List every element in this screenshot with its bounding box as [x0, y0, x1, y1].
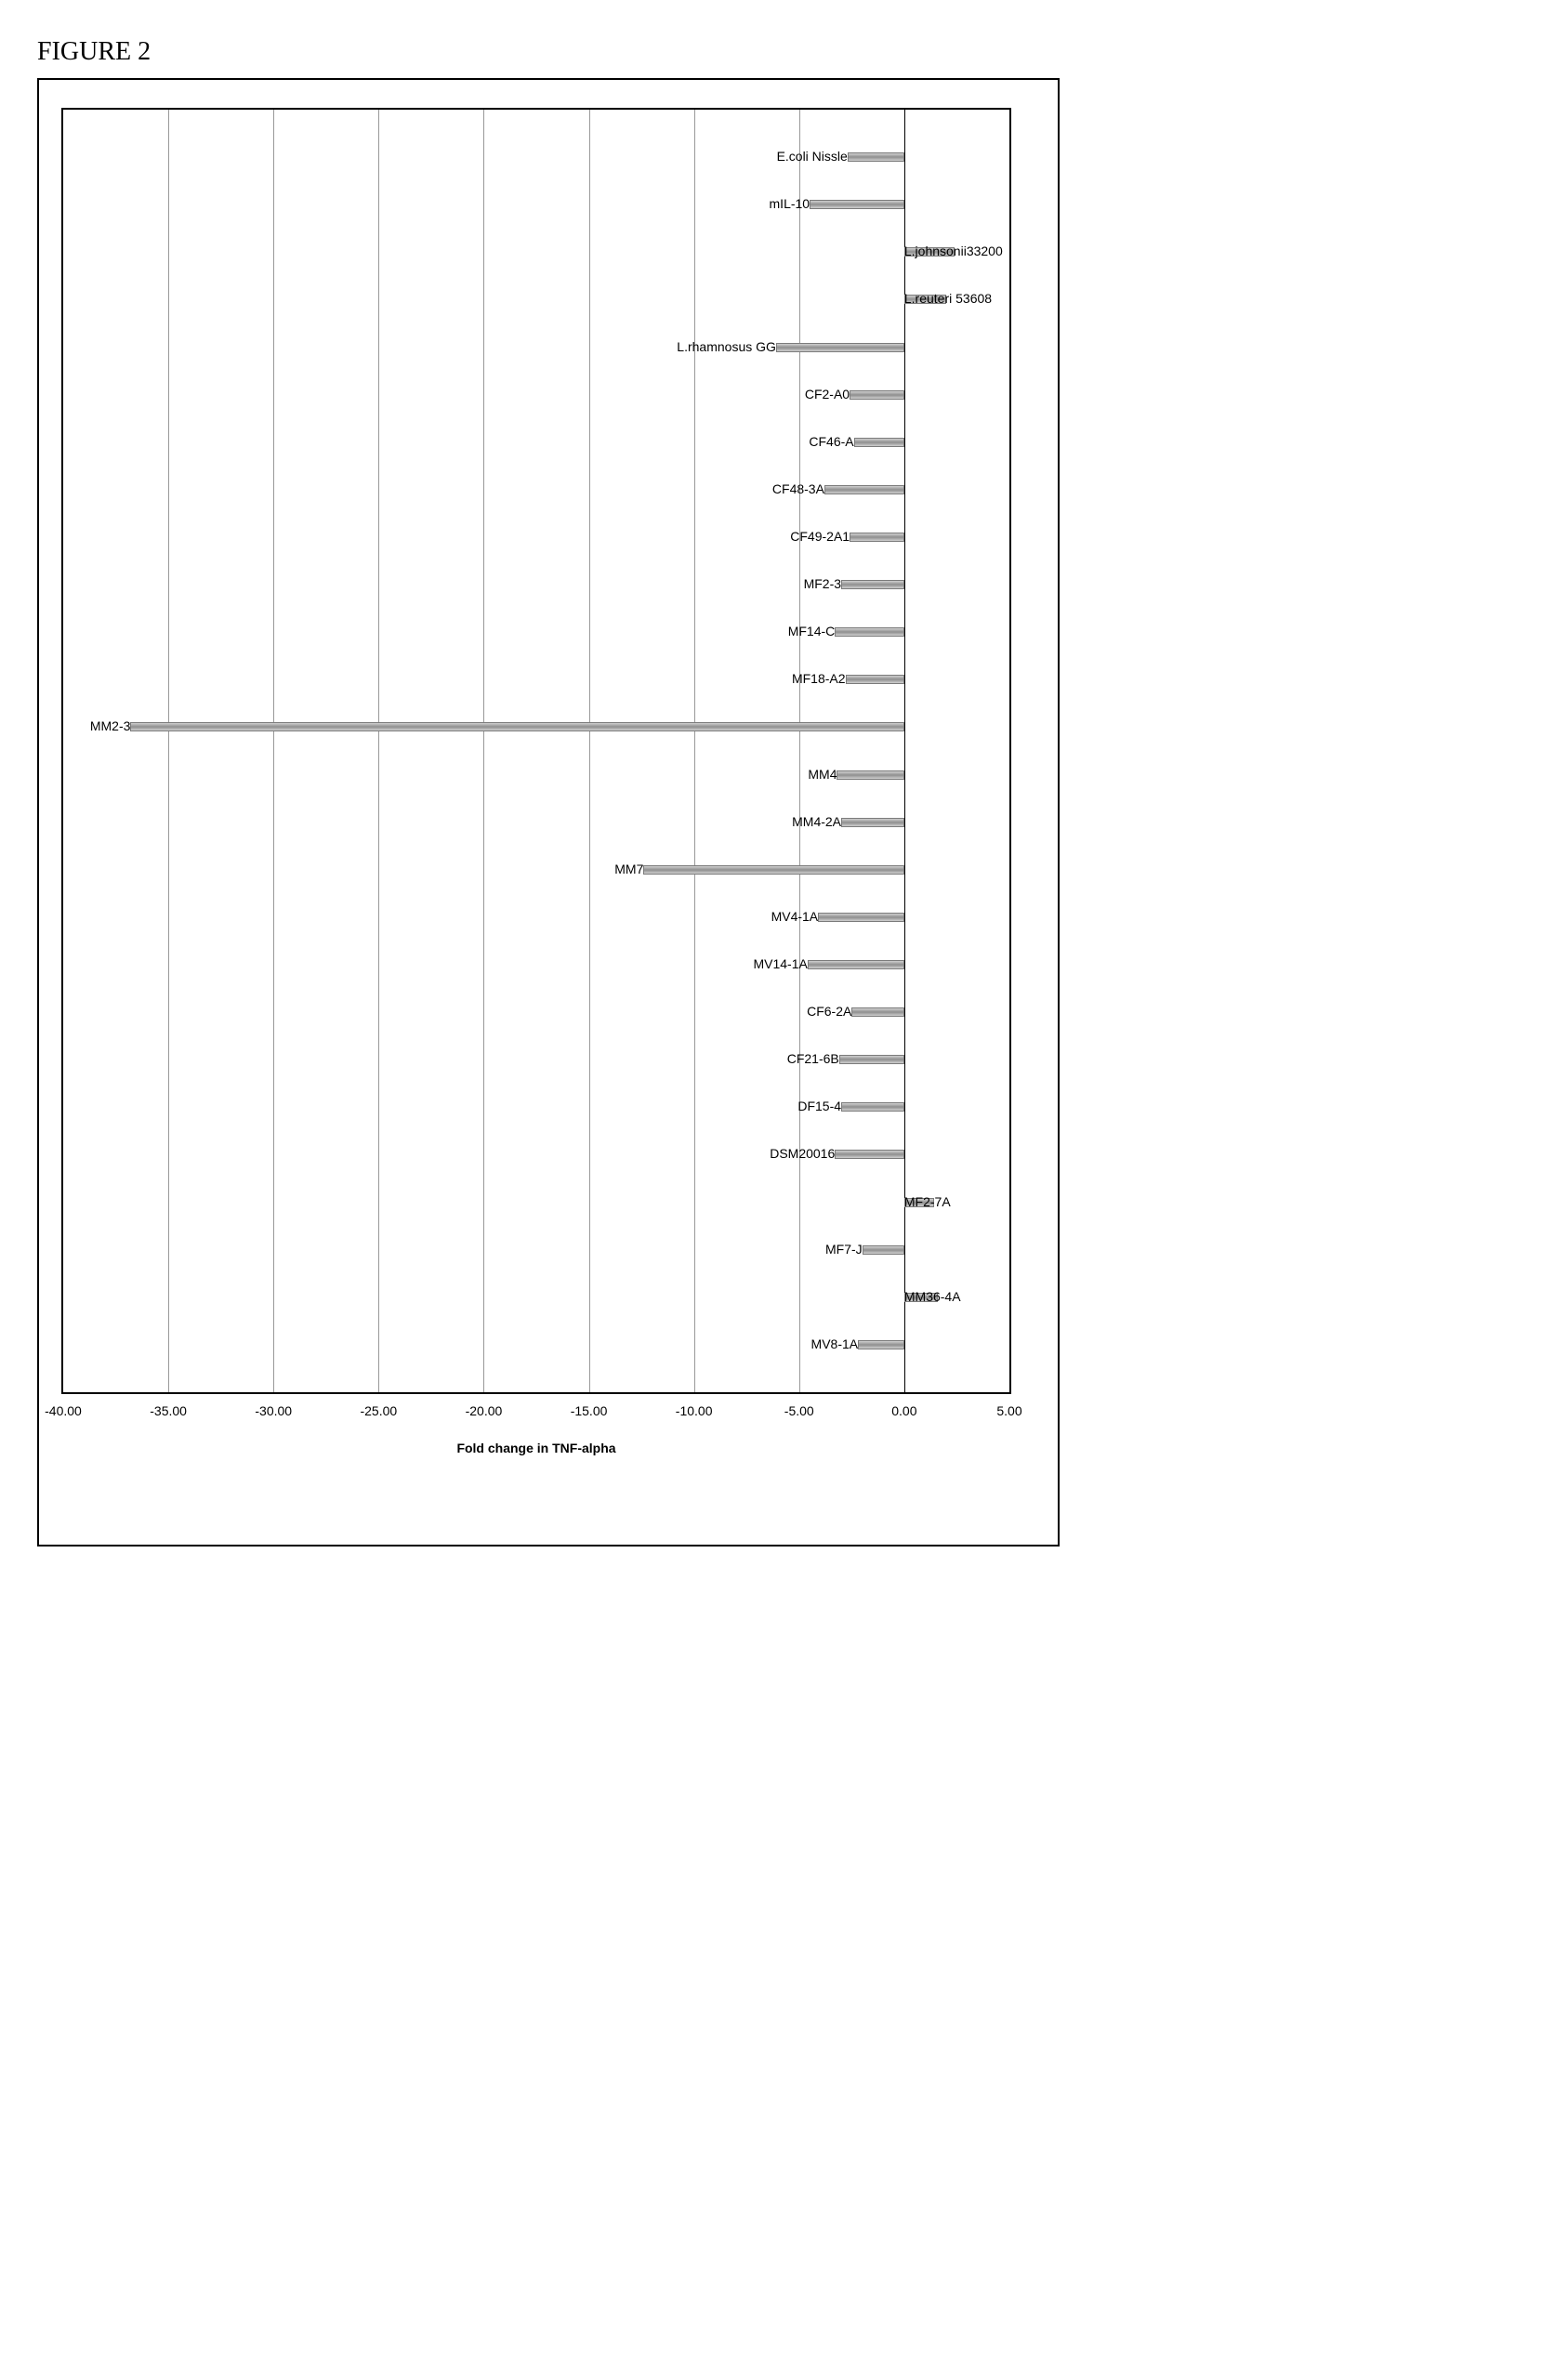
gridline — [694, 110, 695, 1392]
x-axis-label: Fold change in TNF-alpha — [61, 1441, 1011, 1455]
figure-title: FIGURE 2 — [37, 37, 1060, 67]
data-bar-label: DSM20016 — [770, 1147, 835, 1160]
data-bar-label: CF49-2A1 — [790, 530, 850, 543]
x-tick-label: -10.00 — [676, 1403, 713, 1418]
data-bar-label: MM36-4A — [904, 1290, 961, 1303]
gridline — [483, 110, 484, 1392]
gridline — [799, 110, 800, 1392]
data-bar — [810, 200, 904, 209]
data-bar-label: MF2-3 — [804, 577, 841, 590]
data-bar — [851, 1007, 904, 1017]
x-tick-label: -15.00 — [571, 1403, 608, 1418]
gridline — [378, 110, 379, 1392]
data-bar — [841, 1102, 904, 1112]
data-bar — [841, 580, 904, 589]
data-bar — [818, 913, 904, 922]
x-tick-label: -35.00 — [150, 1403, 187, 1418]
data-bar-label: CF2-A0 — [805, 388, 850, 401]
data-bar-label: CF46-A — [809, 435, 853, 448]
figure: FIGURE 2 -40.00 -35.00 -30.00 -25.00 -20.00 -… — [37, 37, 1060, 1547]
x-tick-label: 5.00 — [996, 1403, 1021, 1418]
x-tick-label: -40.00 — [45, 1403, 82, 1418]
data-bar-label: MM2-3 — [90, 719, 131, 732]
chart-panel: -40.00 -35.00 -30.00 -25.00 -20.00 -15.00 -10.… — [37, 78, 1060, 1547]
data-bar-label: MV4-1A — [771, 910, 819, 923]
data-bar — [835, 627, 904, 637]
x-tick-label: -20.00 — [466, 1403, 503, 1418]
x-tick-label: -5.00 — [784, 1403, 814, 1418]
data-bar — [858, 1340, 904, 1349]
data-bar-label: CF6-2A — [807, 1005, 851, 1018]
data-bar-label: MF18-A2 — [792, 672, 846, 685]
data-bar — [824, 485, 904, 494]
data-bar — [835, 1150, 904, 1159]
x-tick-label: 0.00 — [891, 1403, 916, 1418]
data-bar — [848, 152, 904, 162]
data-bar-label: MM4 — [808, 768, 837, 781]
data-bar — [130, 722, 903, 731]
gridline — [589, 110, 590, 1392]
plot-area: -40.00-35.00-30.00-25.00-20.00-15.00-10.… — [61, 108, 1011, 1394]
data-bar-label: E.coli Nissle — [777, 150, 848, 163]
x-tick-label: -25.00 — [360, 1403, 397, 1418]
data-bar-label: MF2-7A — [904, 1195, 951, 1208]
data-bar — [839, 1055, 904, 1064]
data-bar-label: L.rhamnosus GG — [677, 340, 776, 353]
data-bar-label: MV14-1A — [753, 957, 807, 970]
gridline — [168, 110, 169, 1392]
data-bar — [850, 533, 904, 542]
data-bar-label: DF15-4 — [797, 1099, 841, 1112]
data-bar-label: MM7 — [614, 862, 643, 875]
data-bar-label: MV8-1A — [811, 1337, 859, 1350]
data-bar-label: MM4-2A — [792, 815, 841, 828]
data-bar — [846, 675, 904, 684]
data-bar-label: CF48-3A — [772, 482, 824, 495]
data-bar-label: CF21-6B — [787, 1052, 839, 1065]
data-bar — [808, 960, 904, 969]
data-bar — [850, 390, 904, 400]
data-bar — [837, 770, 903, 780]
data-bar-label: L.reuteri 53608 — [904, 292, 992, 305]
data-bar — [863, 1245, 904, 1255]
x-tick-label: -30.00 — [255, 1403, 292, 1418]
gridline — [273, 110, 274, 1392]
data-bar — [776, 343, 904, 352]
data-bar-label: MF14-C — [788, 625, 836, 638]
data-bar — [841, 818, 904, 827]
data-bar — [854, 438, 904, 447]
data-bar-label: mIL-10 — [770, 197, 810, 210]
data-bar-label: MF7-J — [825, 1243, 863, 1256]
data-bar-label: L.johnsonii33200 — [904, 244, 1003, 257]
data-bar — [643, 865, 904, 875]
